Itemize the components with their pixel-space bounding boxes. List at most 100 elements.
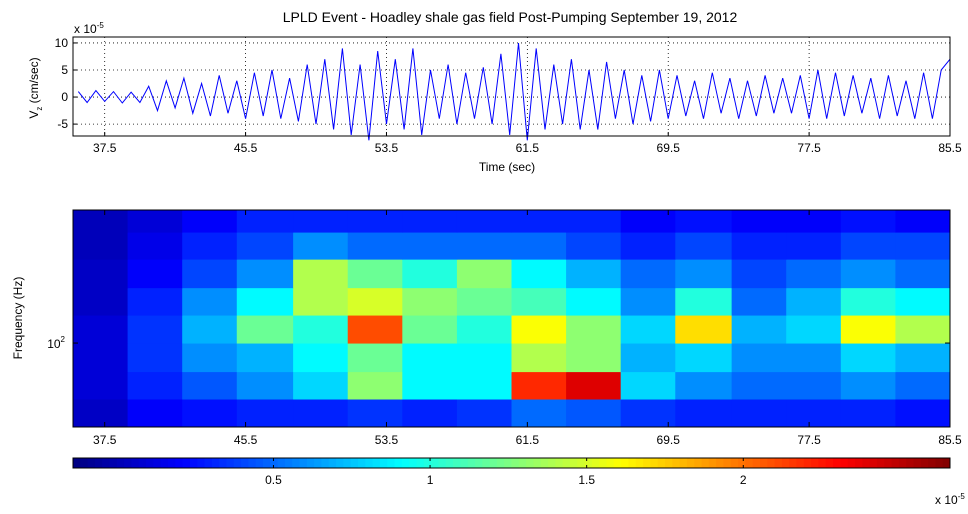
colorbar-swatch: [635, 458, 644, 468]
heatmap-cell: [182, 343, 238, 373]
heatmap-cell: [236, 232, 294, 260]
x-tick-label: 53.5: [375, 433, 399, 447]
heatmap-cell: [731, 210, 787, 233]
colorbar-swatch: [168, 458, 176, 468]
y-tick-exponent: 2: [61, 335, 66, 344]
heatmap-cell: [347, 315, 403, 344]
heatmap-cell: [786, 315, 842, 344]
heatmap-cell: [402, 371, 458, 400]
heatmap-cell: [675, 371, 733, 400]
colorbar-swatch: [869, 458, 878, 468]
heatmap-cell: [456, 287, 512, 316]
colorbar-swatch: [650, 458, 659, 468]
colorbar-swatch: [540, 458, 549, 468]
colorbar-swatch: [394, 458, 403, 468]
colorbar-swatch: [474, 458, 483, 468]
heatmap-cell: [347, 210, 403, 233]
colorbar-swatch: [774, 458, 783, 468]
colorbar-swatch: [467, 458, 476, 468]
heatmap-cell: [73, 343, 129, 373]
heatmap-cell: [456, 343, 512, 373]
colorbar-swatch: [935, 458, 944, 468]
heatmap-cell: [236, 210, 294, 233]
colorbar-swatch: [263, 458, 271, 468]
heatmap-cell: [456, 210, 512, 233]
colorbar-swatch: [423, 458, 432, 468]
heatmap-cell: [840, 232, 896, 260]
colorbar-swatch: [672, 458, 681, 468]
heatmap-cell: [127, 259, 183, 289]
heatmap-cell: [895, 315, 951, 344]
heatmap-cell: [840, 399, 896, 428]
colorbar-swatch: [431, 458, 439, 468]
colorbar-swatch: [299, 458, 308, 468]
colorbar-swatch: [146, 458, 154, 468]
heatmap-cell: [456, 371, 512, 400]
heatmap-cell: [511, 259, 567, 289]
colorbar-swatch: [621, 458, 629, 468]
colorbar-swatch: [657, 458, 666, 468]
colorbar-swatch: [496, 458, 505, 468]
colorbar-swatch: [789, 458, 798, 468]
colorbar-frame: [72, 457, 951, 469]
heatmap-cell: [840, 315, 896, 344]
colorbar-swatch: [701, 458, 710, 468]
heatmap-cell: [182, 259, 238, 289]
heatmap-cell: [73, 287, 129, 316]
colorbar-swatch: [314, 458, 322, 468]
colorbar-swatch: [876, 458, 885, 468]
colorbar-swatch: [526, 458, 534, 468]
heatmap-cell: [731, 287, 787, 316]
heatmap-cell: [402, 232, 458, 260]
exponent-base: x 10: [74, 22, 97, 36]
colorbar-swatch: [548, 458, 556, 468]
heatmap-cell: [840, 210, 896, 233]
heatmap-cell: [566, 259, 622, 289]
heatmap-cell: [786, 399, 842, 428]
heatmap-cell: [182, 399, 238, 428]
heatmap-cell: [675, 210, 733, 233]
colorbar-swatch: [906, 458, 914, 468]
heatmap-cell: [127, 315, 183, 344]
heatmap-cell: [347, 371, 403, 400]
heatmap-cell: [236, 343, 294, 373]
colorbar-swatch: [679, 458, 688, 468]
heatmap-cell: [511, 399, 567, 428]
waveform: [77, 42, 951, 141]
colorbar-swatch: [606, 458, 615, 468]
exponent-label: x 10-5: [74, 21, 104, 36]
colorbar-swatch: [694, 458, 703, 468]
colorbar-swatch: [204, 458, 213, 468]
heatmap-cell: [73, 232, 129, 260]
heatmap-cell: [840, 287, 896, 316]
colorbar-swatch: [489, 458, 498, 468]
y-label-main: V: [27, 111, 41, 119]
heatmap-cell: [675, 287, 733, 316]
x-tick-label: 61.5: [516, 141, 540, 155]
colorbar-tick-label: 1: [427, 473, 434, 487]
x-tick-label: 45.5: [234, 433, 258, 447]
heatmap-cell: [731, 232, 787, 260]
heatmap-cell: [456, 315, 512, 344]
heatmap-cell: [293, 287, 349, 316]
heatmap-cell: [511, 315, 567, 344]
heatmap-cell: [347, 343, 403, 373]
heatmap-cell: [236, 371, 294, 400]
colorbar-swatch: [336, 458, 344, 468]
colorbar-swatch: [928, 458, 936, 468]
heatmap-cell: [511, 371, 567, 400]
heatmap-cell: [840, 259, 896, 289]
colorbar-swatch: [803, 458, 812, 468]
colorbar-swatch: [328, 458, 337, 468]
colorbar-swatch: [723, 458, 732, 468]
x-tick-label: 53.5: [375, 141, 399, 155]
colorbar-swatch: [350, 458, 359, 468]
y-tick-label: -5: [57, 117, 68, 131]
colorbar-swatch: [752, 458, 761, 468]
heatmap-cell: [566, 287, 622, 316]
colorbar-swatch: [94, 458, 103, 468]
heatmap-cell: [840, 343, 896, 373]
heatmap-cell: [566, 371, 622, 400]
heatmap-cell: [895, 232, 951, 260]
colorbar-swatch: [80, 458, 89, 468]
